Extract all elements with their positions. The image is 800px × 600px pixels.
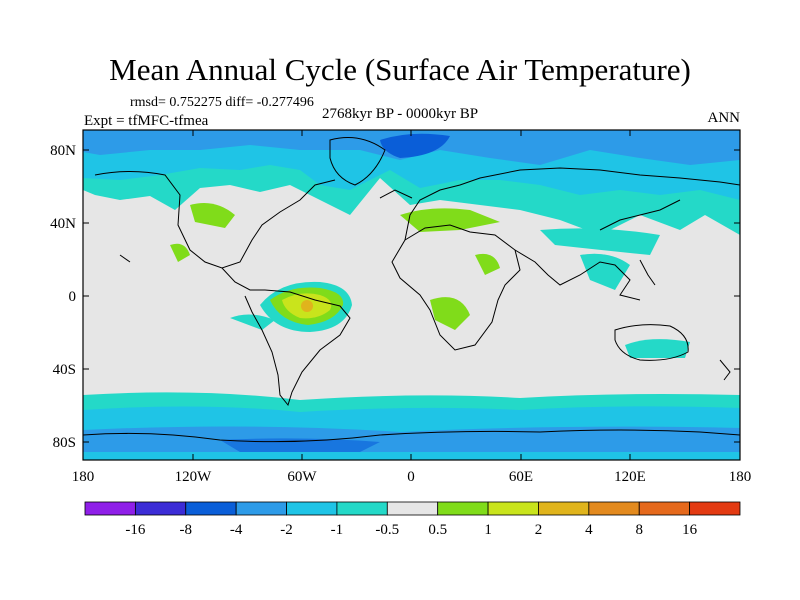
stats-text: rmsd= 0.752275 diff= -0.277496 xyxy=(130,95,314,110)
lon-label: 0 xyxy=(407,469,415,485)
lon-label: 120W xyxy=(175,469,213,485)
colorbar-swatch xyxy=(336,501,388,516)
lat-label: 80S xyxy=(53,435,76,451)
colorbar-swatch xyxy=(638,501,691,516)
colorbar-swatch xyxy=(286,501,338,516)
colorbar-label: 4 xyxy=(585,522,593,538)
colorbar-swatch xyxy=(588,501,640,516)
lon-axis: 180 120W 60W 0 60E 120E 180 xyxy=(72,130,752,485)
colorbar-label: -1 xyxy=(331,522,344,538)
colorbar-swatch xyxy=(538,501,590,516)
lat-label: 80N xyxy=(50,143,76,159)
lon-label: 120E xyxy=(614,469,646,485)
colorbar-swatch xyxy=(235,501,287,516)
colorbar-swatch xyxy=(689,501,741,516)
colorbar-label: 1 xyxy=(484,522,492,538)
lon-label: 60W xyxy=(287,469,317,485)
lon-label: 60E xyxy=(509,469,533,485)
season-label: ANN xyxy=(707,110,741,126)
lat-label: 40S xyxy=(53,362,76,378)
colorbar-label: 8 xyxy=(635,522,643,538)
colorbar-swatch xyxy=(437,501,489,516)
anomaly-field xyxy=(83,130,740,460)
coastlines xyxy=(83,137,740,443)
lat-axis: 80N 40N 0 40S 80S xyxy=(50,143,740,451)
lon-label: 180 xyxy=(729,469,752,485)
colorbar: -16 -8 -4 -2 -1 -0.5 0.5 1 2 4 8 16 xyxy=(84,501,741,538)
colorbar-swatch xyxy=(386,501,439,516)
colorbar-label: 16 xyxy=(682,522,698,538)
colorbar-label: -8 xyxy=(180,522,193,538)
lat-label: 0 xyxy=(69,289,77,305)
lat-label: 40N xyxy=(50,216,76,232)
colorbar-swatch xyxy=(185,501,237,516)
colorbar-label: -4 xyxy=(230,522,243,538)
colorbar-label: -16 xyxy=(125,522,145,538)
experiment-label: Expt = tfMFC-tfmea xyxy=(84,113,209,129)
colorbar-label: 2 xyxy=(535,522,543,538)
colorbar-label: -2 xyxy=(280,522,293,538)
colorbar-swatch xyxy=(487,501,539,516)
colorbar-label: 0.5 xyxy=(428,522,447,538)
colorbar-label: -0.5 xyxy=(375,522,399,538)
period-label: 2768kyr BP - 0000kyr BP xyxy=(322,106,479,122)
colorbar-swatch xyxy=(134,501,187,516)
chart-title: Mean Annual Cycle (Surface Air Temperatu… xyxy=(109,52,691,87)
lon-label: 180 xyxy=(72,469,95,485)
colorbar-swatch xyxy=(84,501,136,516)
